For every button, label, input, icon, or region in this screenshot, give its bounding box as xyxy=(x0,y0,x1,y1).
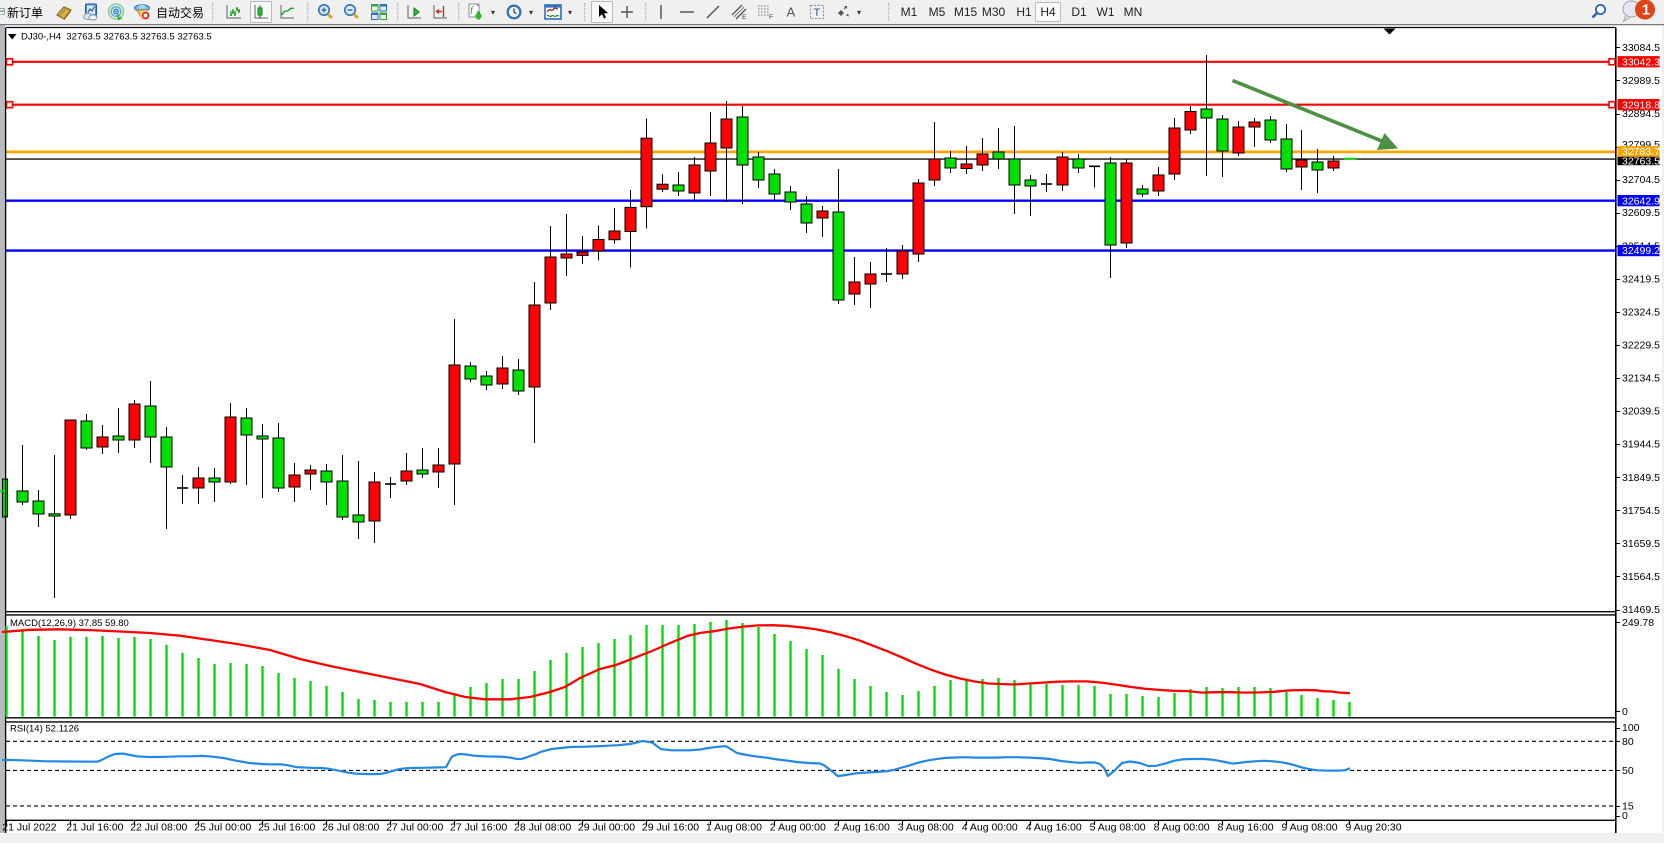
svg-text:31944.5: 31944.5 xyxy=(1622,439,1660,451)
svg-text:8 Aug 16:00: 8 Aug 16:00 xyxy=(1218,822,1274,834)
svg-text:25 Jul 16:00: 25 Jul 16:00 xyxy=(258,822,315,834)
svg-text:1: 1 xyxy=(1642,2,1650,19)
svg-text:4 Aug 00:00: 4 Aug 00:00 xyxy=(962,822,1018,834)
svg-text:9 Aug 08:00: 9 Aug 08:00 xyxy=(1282,822,1338,834)
svg-text:31469.5: 31469.5 xyxy=(1622,604,1660,616)
svg-text:T: T xyxy=(814,7,821,19)
svg-text:0: 0 xyxy=(1622,706,1628,718)
svg-text:32324.5: 32324.5 xyxy=(1622,306,1660,318)
svg-text:31754.5: 31754.5 xyxy=(1622,505,1660,517)
svg-text:1 Aug 08:00: 1 Aug 08:00 xyxy=(706,822,762,834)
svg-text:32783.7: 32783.7 xyxy=(1622,146,1660,158)
svg-text:31659.5: 31659.5 xyxy=(1622,538,1660,550)
svg-text:50: 50 xyxy=(1622,765,1634,777)
svg-text:9 Aug 20:30: 9 Aug 20:30 xyxy=(1346,822,1402,834)
svg-text:0: 0 xyxy=(1622,810,1628,822)
svg-text:22 Jul 08:00: 22 Jul 08:00 xyxy=(130,822,187,834)
svg-text:F: F xyxy=(769,14,773,21)
svg-text:MACD(12,26,9) 37.85 59.80: MACD(12,26,9) 37.85 59.80 xyxy=(10,618,129,629)
svg-text:32134.5: 32134.5 xyxy=(1622,373,1660,385)
svg-text:f: f xyxy=(471,5,475,14)
svg-text:31849.5: 31849.5 xyxy=(1622,472,1660,484)
svg-text:32989.5: 32989.5 xyxy=(1622,75,1660,87)
svg-text:32918.8: 32918.8 xyxy=(1622,99,1660,111)
svg-text:33042.3: 33042.3 xyxy=(1622,56,1660,68)
svg-text:25 Jul 00:00: 25 Jul 00:00 xyxy=(194,822,251,834)
svg-text:100: 100 xyxy=(1622,722,1640,734)
svg-text:32609.5: 32609.5 xyxy=(1622,207,1660,219)
svg-text:A: A xyxy=(787,5,796,20)
svg-text:32642.9: 32642.9 xyxy=(1622,195,1660,207)
svg-text:2 Aug 00:00: 2 Aug 00:00 xyxy=(770,822,826,834)
svg-text:RSI(14) 52.1126: RSI(14) 52.1126 xyxy=(10,724,79,735)
svg-text:26 Jul 08:00: 26 Jul 08:00 xyxy=(322,822,379,834)
svg-text:32039.5: 32039.5 xyxy=(1622,406,1660,418)
svg-text:3 Aug 08:00: 3 Aug 08:00 xyxy=(898,822,954,834)
svg-text:21 Jul 16:00: 21 Jul 16:00 xyxy=(66,822,123,834)
svg-text:32763.5: 32763.5 xyxy=(1622,156,1660,168)
svg-text:8 Aug 00:00: 8 Aug 00:00 xyxy=(1154,822,1210,834)
svg-text:27 Jul 16:00: 27 Jul 16:00 xyxy=(450,822,507,834)
svg-text:2 Aug 16:00: 2 Aug 16:00 xyxy=(834,822,890,834)
svg-text:E: E xyxy=(742,14,747,21)
svg-text:33084.5: 33084.5 xyxy=(1622,42,1660,54)
svg-text:DJ30-,H4 32763.5 32763.5 3276: DJ30-,H4 32763.5 32763.5 32763.5 32763.5 xyxy=(21,32,212,43)
svg-text:32894.5: 32894.5 xyxy=(1622,108,1660,120)
svg-text:29 Jul 00:00: 29 Jul 00:00 xyxy=(578,822,635,834)
svg-text:249.78: 249.78 xyxy=(1622,617,1654,629)
svg-text:28 Jul 08:00: 28 Jul 08:00 xyxy=(514,822,571,834)
svg-text:27 Jul 00:00: 27 Jul 00:00 xyxy=(386,822,443,834)
svg-text:32229.5: 32229.5 xyxy=(1622,340,1660,352)
svg-text:5 Aug 08:00: 5 Aug 08:00 xyxy=(1090,822,1146,834)
svg-text:31564.5: 31564.5 xyxy=(1622,571,1660,583)
svg-text:32704.5: 32704.5 xyxy=(1622,174,1660,186)
svg-text:29 Jul 16:00: 29 Jul 16:00 xyxy=(642,822,699,834)
svg-text:32419.5: 32419.5 xyxy=(1622,273,1660,285)
svg-text:80: 80 xyxy=(1622,736,1634,748)
svg-text:4 Aug 16:00: 4 Aug 16:00 xyxy=(1026,822,1082,834)
svg-text:15: 15 xyxy=(1622,800,1634,812)
svg-text:32499.2: 32499.2 xyxy=(1622,245,1660,257)
svg-text:21 Jul 2022: 21 Jul 2022 xyxy=(2,822,56,834)
